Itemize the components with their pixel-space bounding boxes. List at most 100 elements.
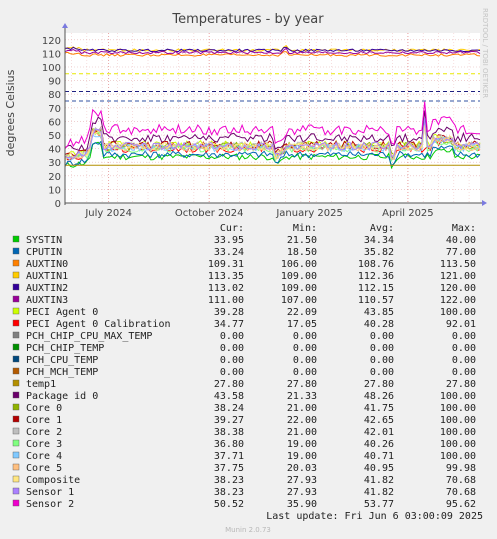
legend-value: 27.93	[287, 487, 317, 498]
legend-value: 0.00	[220, 331, 244, 342]
legend-value: 0.00	[293, 367, 317, 378]
legend-value: 42.65	[364, 415, 394, 426]
legend-label: Core 3	[26, 439, 62, 450]
x-tick-label: July 2024	[84, 208, 132, 219]
y-tick-label: 0	[55, 199, 61, 210]
legend-label: Core 0	[26, 403, 62, 414]
legend-value: 43.85	[364, 307, 394, 318]
series-line-sensor-2	[64, 101, 480, 149]
legend-value: 35.90	[287, 499, 317, 510]
legend-value: 111.00	[208, 295, 244, 306]
y-tick-label: 20	[48, 172, 61, 183]
legend-swatch	[12, 307, 20, 315]
legend-value: 20.03	[287, 463, 317, 474]
legend-value: 113.02	[208, 283, 244, 294]
legend-value: 36.80	[214, 439, 244, 450]
axes: 0 10 20 30 40 50 60 70 80 90 100 110 120 July 2024 Oct…	[42, 23, 487, 219]
legend-label: Sensor 2	[26, 499, 74, 510]
legend-value: 21.33	[287, 391, 317, 402]
legend-value: 70.68	[446, 475, 476, 486]
thresholds	[65, 73, 480, 102]
legend-value: 100.00	[440, 307, 476, 318]
legend-value: 100.00	[440, 427, 476, 438]
legend-value: 19.00	[287, 439, 317, 450]
legend-label: Package id 0	[26, 391, 98, 402]
legend-swatch	[12, 295, 20, 303]
legend-value: 0.00	[452, 355, 476, 366]
legend-swatch	[12, 319, 20, 327]
legend-value: 50.52	[214, 499, 244, 510]
legend-value: 77.00	[446, 247, 476, 258]
legend-label: CPUTIN	[26, 247, 62, 258]
legend-swatch	[12, 343, 20, 351]
legend-value: 41.82	[364, 475, 394, 486]
legend-value: 41.75	[364, 403, 394, 414]
legend-label: PCH_CHIP_CPU_MAX_TEMP	[26, 331, 152, 342]
series-line-sensor-1	[64, 117, 481, 160]
legend-value: 27.80	[364, 379, 394, 390]
legend-value: 0.00	[452, 343, 476, 354]
series-line-core-2	[64, 121, 481, 160]
legend-value: 37.71	[214, 451, 244, 462]
legend-value: 42.01	[364, 427, 394, 438]
legend-value: 43.58	[214, 391, 244, 402]
legend-column-header: Avg:	[370, 223, 394, 234]
legend-value: 18.50	[287, 247, 317, 258]
x-axis-arrow	[482, 200, 487, 206]
legend-swatch	[12, 331, 20, 339]
legend-value: 120.00	[440, 283, 476, 294]
legend-value: 0.00	[293, 343, 317, 354]
legend-label: PECI Agent 0	[26, 307, 98, 318]
legend-value: 109.31	[208, 259, 244, 270]
legend-swatch	[12, 391, 20, 399]
legend-value: 22.09	[287, 307, 317, 318]
legend-value: 0.00	[370, 355, 394, 366]
legend-value: 100.00	[440, 391, 476, 402]
legend-column-header: Cur:	[220, 223, 244, 234]
last-update-text: Last update: Fri Jun 6 03:00:09 2025	[266, 511, 483, 522]
legend-swatch	[12, 463, 20, 471]
legend-swatch	[12, 403, 20, 411]
legend-value: 40.28	[364, 319, 394, 330]
series-line-auxtin3	[64, 47, 481, 55]
legend-value: 21.00	[287, 403, 317, 414]
legend-value: 38.24	[214, 403, 244, 414]
legend-swatch	[12, 235, 20, 243]
legend-value: 112.15	[358, 283, 394, 294]
legend-label: PCH_CPU_TEMP	[26, 355, 98, 366]
legend-value: 17.05	[287, 319, 317, 330]
legend-label: Core 1	[26, 415, 62, 426]
y-tick-label: 10	[48, 185, 61, 196]
legend-label: SYSTIN	[26, 235, 62, 246]
legend-label: Core 4	[26, 451, 62, 462]
legend-value: 34.77	[214, 319, 244, 330]
legend-swatch	[12, 451, 20, 459]
legend-value: 41.82	[364, 487, 394, 498]
legend-label: AUXTIN3	[26, 295, 68, 306]
legend-value: 53.77	[364, 499, 394, 510]
legend-swatch	[12, 439, 20, 447]
legend-value: 113.50	[440, 259, 476, 270]
legend-label: PECI Agent 0 Calibration	[26, 319, 171, 330]
legend-value: 0.00	[370, 331, 394, 342]
legend-value: 48.26	[364, 391, 394, 402]
legend-value: 99.98	[446, 463, 476, 474]
legend-label: temp1	[26, 379, 56, 390]
legend-value: 0.00	[220, 355, 244, 366]
legend-swatch	[12, 247, 20, 255]
y-axis-label: degrees Celsius	[4, 69, 17, 156]
legend-swatch	[12, 427, 20, 435]
y-tick-label: 70	[48, 104, 61, 115]
legend-swatch	[12, 475, 20, 483]
legend-value: 0.00	[293, 355, 317, 366]
legend-value: 121.00	[440, 271, 476, 282]
legend-label: PCH_MCH_TEMP	[26, 367, 98, 378]
y-tick-label: 90	[48, 77, 61, 88]
legend-value: 21.50	[287, 235, 317, 246]
legend-swatch	[12, 367, 20, 375]
y-tick-label: 40	[48, 145, 61, 156]
legend-label: AUXTIN0	[26, 259, 68, 270]
legend-value: 37.75	[214, 463, 244, 474]
legend-swatch	[12, 283, 20, 291]
legend-label: Core 5	[26, 463, 62, 474]
